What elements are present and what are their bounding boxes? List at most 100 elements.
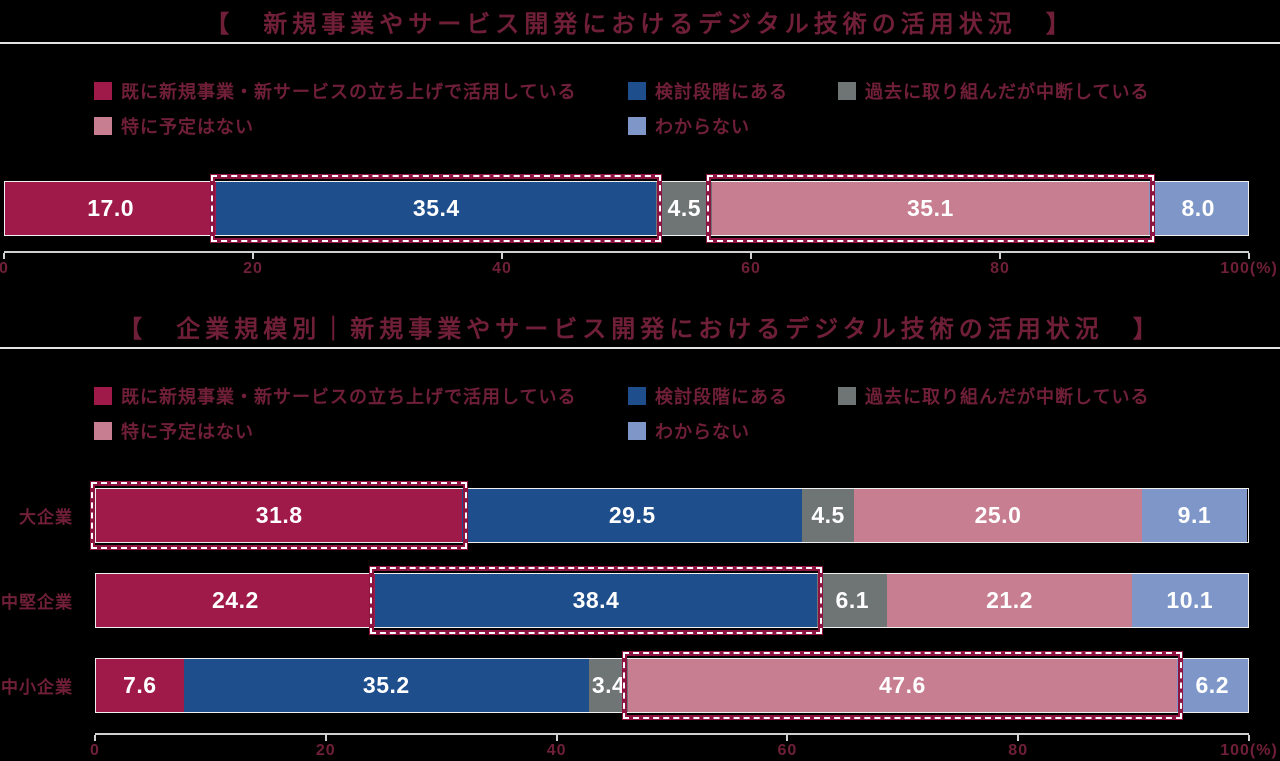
axis-tick-label: 60 [777, 742, 798, 759]
axis-tick [750, 253, 752, 259]
legend-swatch [838, 82, 856, 100]
row-label: 中小企業 [1, 678, 73, 697]
segment-value: 35.4 [412, 195, 460, 221]
chart1-plot: 17.0 35.4 4.5 35.1 8.0 0 20 40 60 80 100(%) [0, 174, 1277, 277]
axis-tick-label: 0 [90, 742, 100, 759]
segment-value: 35.2 [362, 672, 410, 698]
axis-tick [1017, 735, 1020, 741]
segment-value: 6.2 [1195, 672, 1229, 698]
chart2-axis: 0 20 40 60 80 100(%) [90, 733, 1277, 759]
chart1-section: 【 新規事業やサービス開発におけるデジタル技術の活用状況 】 既に新規事業・新サ… [0, 0, 1280, 277]
legend-item: 既に新規事業・新サービスの立ち上げで活用している [94, 385, 628, 407]
chart2-row: 中堅企業 24.2 38.4 6.1 21.2 10.1 [0, 566, 1249, 635]
bar-segment: 4.5 [656, 182, 713, 235]
axis-tick-label: 20 [315, 742, 336, 759]
bar-segment: 31.8 [90, 481, 469, 550]
axis-tick [999, 253, 1001, 259]
chart1-title-divider [0, 42, 1280, 44]
bar-segment: 47.6 [622, 651, 1183, 720]
segment-value: 10.1 [1166, 587, 1214, 613]
bar-segment: 3.4 [589, 659, 629, 712]
legend-label: 既に新規事業・新サービスの立ち上げで活用している [121, 82, 577, 102]
chart2-row: 中小企業 7.6 35.2 3.4 47.6 6.2 [0, 651, 1249, 720]
bar-segment: 17.0 [5, 182, 217, 235]
stacked-bar: 24.2 38.4 6.1 21.2 10.1 [95, 566, 1249, 635]
bar-segment: 35.2 [183, 659, 590, 712]
axis-tick-label: 20 [243, 260, 263, 277]
axis-tick-label: 80 [990, 260, 1010, 277]
chart1-axis: 0 20 40 60 80 100(%) [0, 251, 1277, 277]
legend-swatch [94, 117, 112, 135]
row-label: 大企業 [19, 508, 73, 527]
legend-label: わからない [655, 422, 750, 442]
axis-tick [1248, 735, 1250, 741]
stacked-bar: 31.8 29.5 4.5 25.0 9.1 [90, 481, 1249, 550]
legend-item: わからない [628, 115, 838, 137]
axis-tick [94, 735, 96, 741]
legend-swatch [838, 387, 856, 405]
bar-segment: 10.1 [1131, 574, 1248, 627]
segment-value: 25.0 [974, 502, 1022, 528]
axis-tick [555, 735, 558, 741]
axis-tick-label: 60 [741, 260, 761, 277]
segment-value: 17.0 [87, 195, 135, 221]
segment-value: 8.0 [1181, 195, 1215, 221]
bar-segment: 8.0 [1148, 182, 1248, 235]
segment-value: 35.1 [906, 195, 954, 221]
legend-item: 過去に取り組んだが中断している [838, 385, 1260, 407]
chart2-title-divider [0, 347, 1280, 349]
legend-label: 既に新規事業・新サービスの立ち上げで活用している [121, 387, 577, 407]
bar-segment: 6.1 [817, 574, 888, 627]
legend-label: 過去に取り組んだが中断している [865, 387, 1150, 407]
bar-segment: 35.1 [706, 174, 1155, 243]
legend-item: 検討段階にある [628, 80, 838, 102]
axis-tick [501, 253, 503, 259]
legend-label: 特に予定はない [121, 422, 254, 442]
segment-value: 7.6 [123, 672, 157, 698]
bar-segment: 21.2 [887, 574, 1132, 627]
bar-segment: 24.2 [96, 574, 375, 627]
legend-label: 検討段階にある [655, 387, 788, 407]
legend-item: 特に予定はない [94, 115, 628, 137]
segment-value: 24.2 [212, 587, 259, 613]
stacked-bar: 7.6 35.2 3.4 47.6 6.2 [95, 651, 1249, 720]
axis-tick-label: 100(%) [1220, 260, 1278, 277]
chart1-legend: 既に新規事業・新サービスの立ち上げで活用している 検討段階にある 過去に取り組んだが… [94, 80, 1260, 137]
chart2-legend: 既に新規事業・新サービスの立ち上げで活用している 検討段階にある 過去に取り組んだが… [94, 385, 1260, 442]
legend-label: 過去に取り組んだが中断している [865, 82, 1150, 102]
legend-swatch [628, 82, 646, 100]
legend-swatch [628, 387, 646, 405]
segment-value: 38.4 [572, 587, 620, 613]
segment-value: 31.8 [255, 502, 303, 528]
chart2-rows: 大企業 31.8 29.5 4.5 25.0 9.1 中堅企業 24.2 38.4 6.1 21.2… [0, 481, 1249, 720]
segment-value: 6.1 [835, 587, 870, 613]
axis-tick [786, 735, 789, 741]
chart1-title: 【 新規事業やサービス開発におけるデジタル技術の活用状況 】 [205, 11, 1075, 38]
bar-segment: 29.5 [462, 489, 803, 542]
segment-value: 21.2 [986, 587, 1033, 613]
legend-label: 特に予定はない [121, 117, 254, 137]
segment-value: 4.5 [667, 195, 702, 221]
legend-swatch [94, 422, 112, 440]
bar-segment: 6.2 [1176, 659, 1248, 712]
legend-item: わからない [628, 420, 838, 442]
axis-tick [324, 735, 327, 741]
axis-tick [1248, 253, 1250, 259]
bar-segment: 25.0 [853, 489, 1142, 542]
legend-swatch [628, 117, 646, 135]
axis-tick-label: 40 [546, 742, 567, 759]
legend-swatch [94, 387, 112, 405]
legend-item: 既に新規事業・新サービスの立ち上げで活用している [94, 80, 628, 102]
segment-value: 9.1 [1177, 502, 1212, 528]
legend-label: わからない [655, 117, 750, 137]
bar-segment: 35.4 [210, 174, 663, 243]
axis-tick [3, 253, 5, 259]
axis-tick-label: 100(%) [1220, 742, 1278, 759]
chart2-section: 【 企業規模別｜新規事業やサービス開発におけるデジタル技術の活用状況 】 既に新… [0, 305, 1280, 759]
axis-tick [252, 253, 254, 259]
row-label: 中堅企業 [1, 593, 73, 612]
chart2-title: 【 企業規模別｜新規事業やサービス開発におけるデジタル技術の活用状況 】 [118, 316, 1162, 343]
bar-segment: 38.4 [368, 566, 824, 635]
legend-item: 検討段階にある [628, 385, 838, 407]
segment-value: 3.4 [591, 672, 626, 698]
